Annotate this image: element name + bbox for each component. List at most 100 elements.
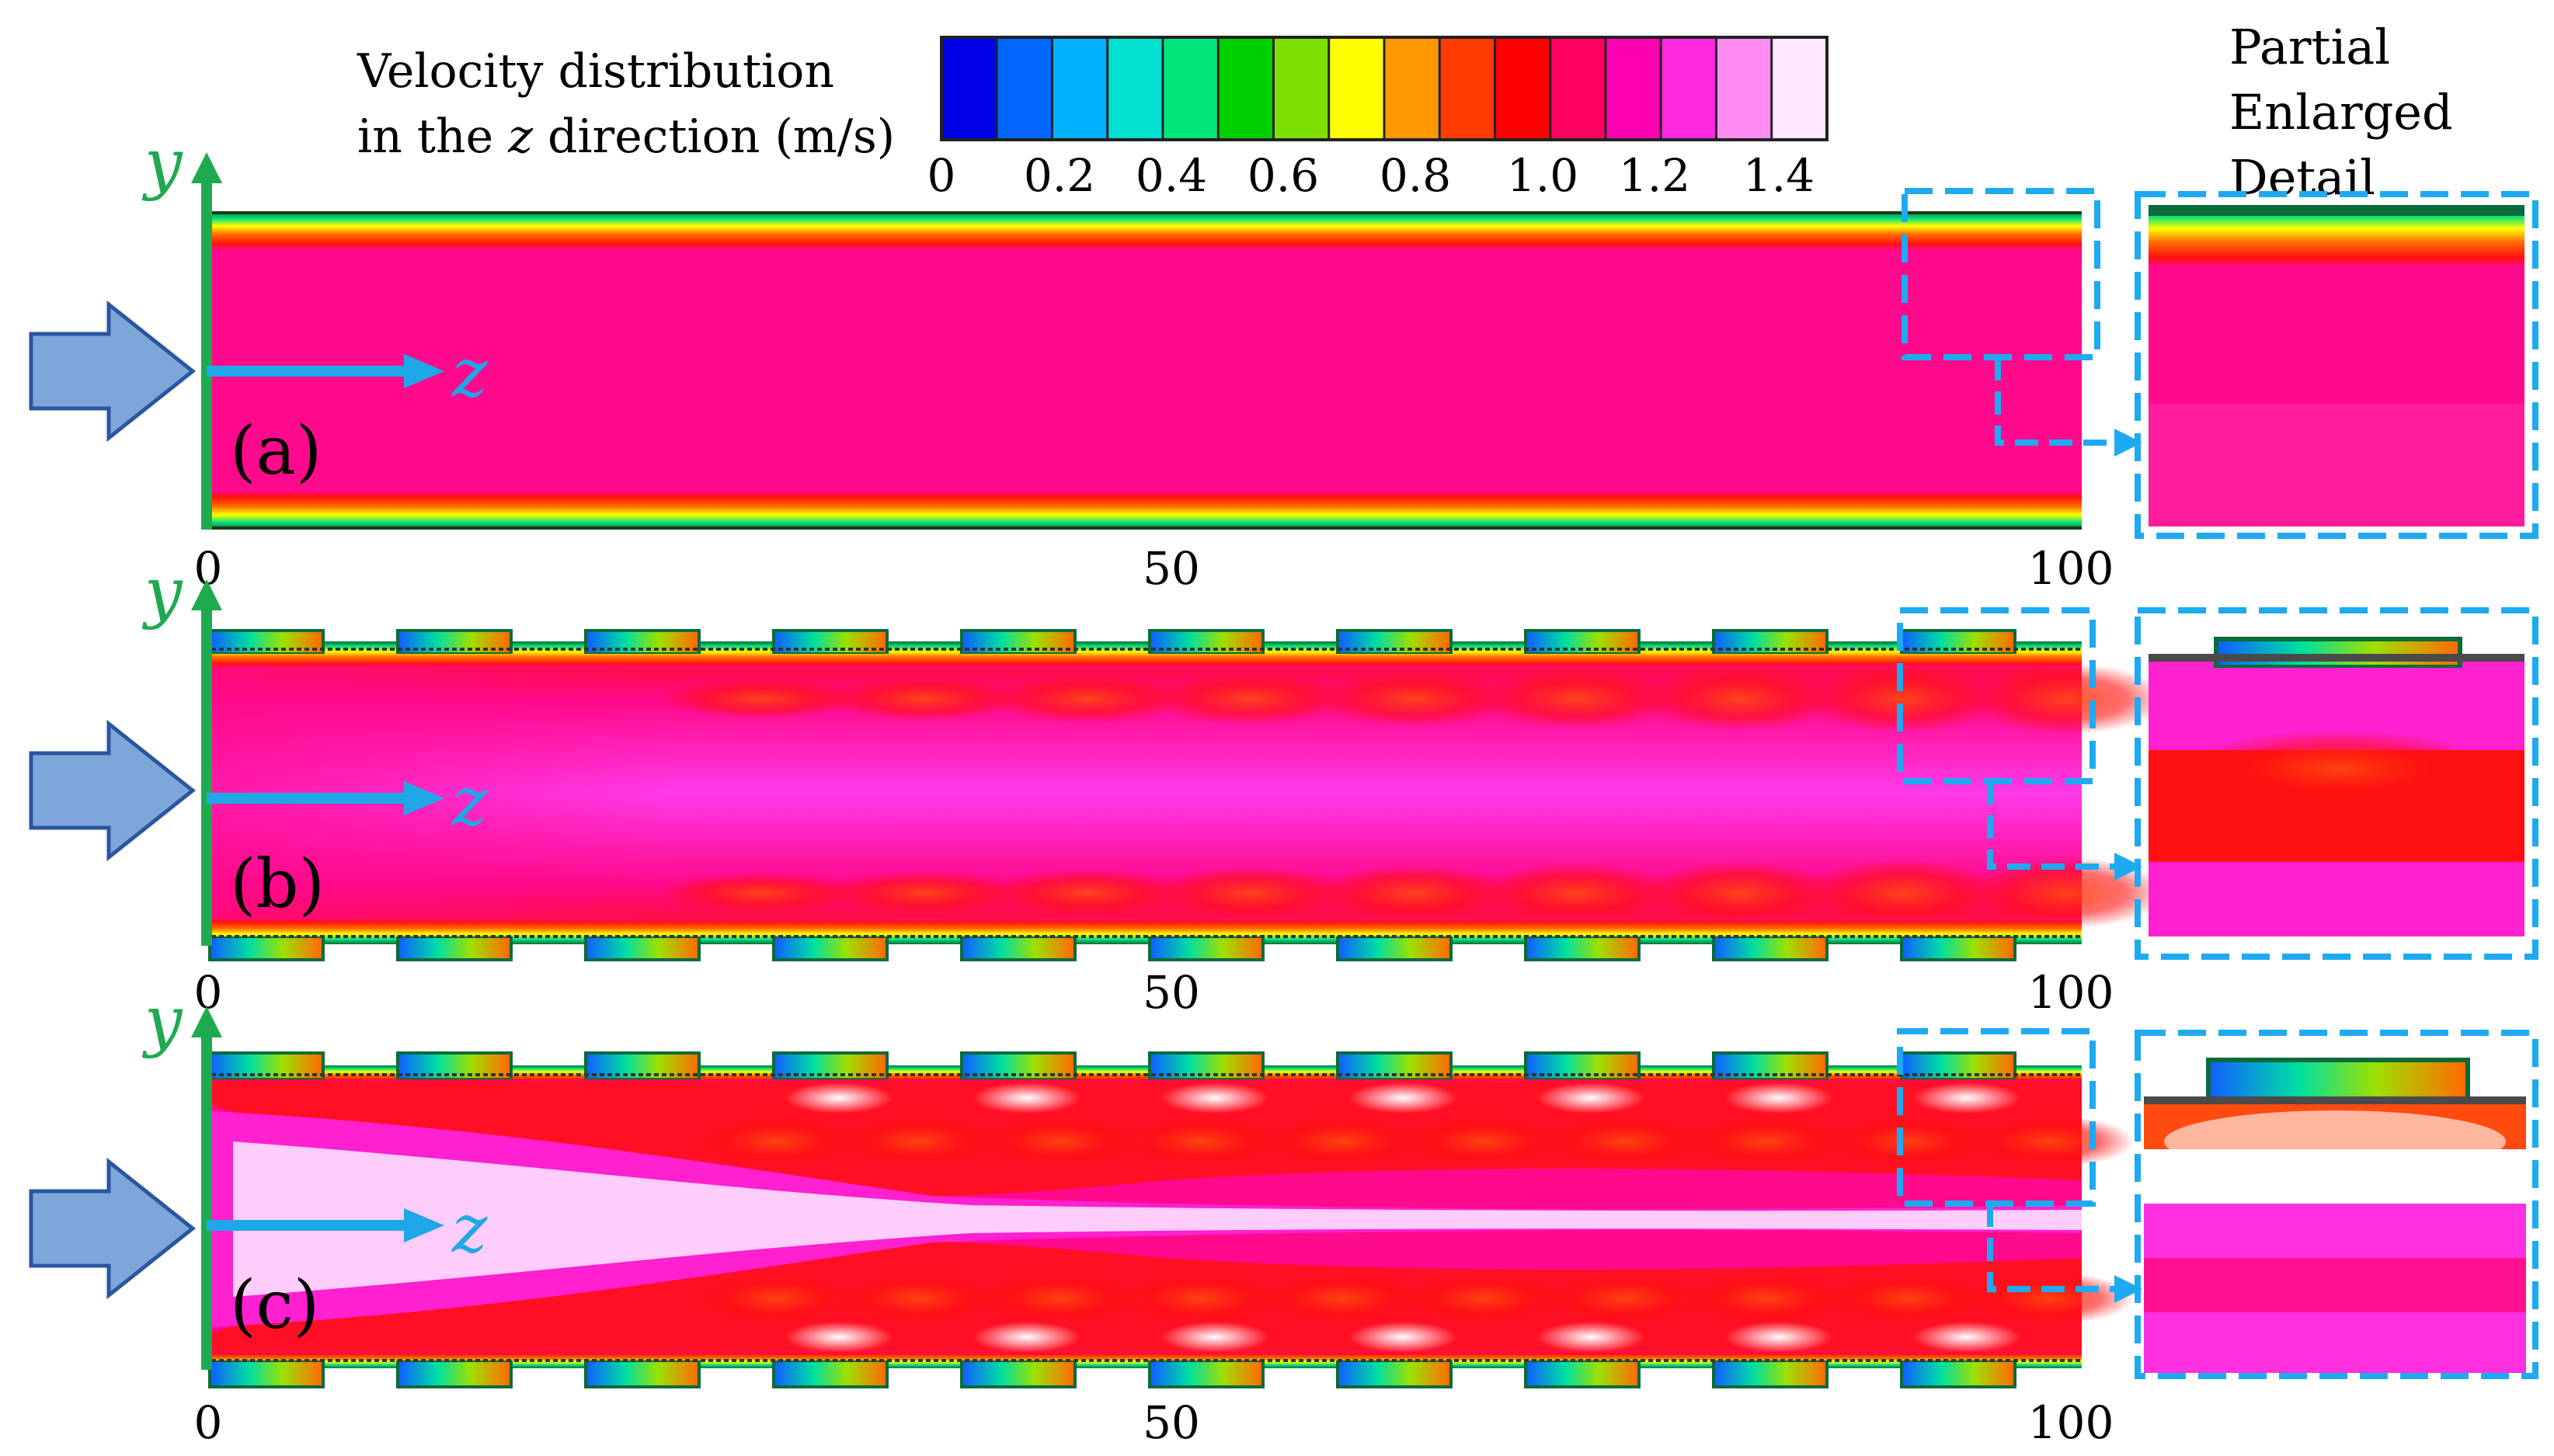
red-zone-top [1822,1115,1993,1168]
red-zone-top [1313,671,1515,727]
panel-c-tick-50: 50 [1143,1396,1200,1449]
panel-a-axes: y z [141,125,488,530]
panel-c-enlarged-detail [2144,1058,2526,1373]
red-zone-bottom [1639,861,1841,925]
groove-top-fill [963,1055,1073,1078]
panel-c: y z (c) 0 50 100 [29,982,2538,1449]
groove-bottom-fill [1339,1362,1449,1385]
panel-c-tick-0: 0 [194,1396,223,1449]
red-zone-bottom [691,1272,862,1325]
colorbar [940,36,1829,141]
white-zone-bottom [1724,1322,1833,1353]
groove-bottom-fill [587,938,698,958]
panel-b-axes: y z [141,554,488,946]
groove-bottom-fill [1903,938,2013,958]
groove-bottom-fill [587,1362,698,1385]
red-zone-bottom [974,1272,1145,1325]
colorbar-segment [1716,37,1773,140]
red-zone-top [823,676,1025,721]
red-zone-bottom [1964,1272,2135,1325]
groove-bottom-fill [963,938,1073,958]
panel-c-label: (c) [230,1267,319,1344]
groove-bottom-fill [1903,1362,2013,1385]
colorbar-segment [1550,37,1606,140]
red-zone-top [1965,663,2167,735]
red-zone-top [986,675,1188,723]
colorbar-tick-label: 0.6 [1247,149,1319,202]
colorbar-segment [941,37,997,140]
colorbar-segment [1218,37,1274,140]
groove-bottom-fill [1151,1362,1261,1385]
groove-bottom-fill [1715,938,1825,958]
groove-top-fill [775,632,886,652]
white-zone-bottom [1160,1322,1269,1353]
red-zone-top [1257,1115,1428,1168]
detail-label-line2: Enlarged [2229,84,2453,141]
white-zone-bottom [1536,1322,1645,1353]
red-zone-top [1639,667,1841,731]
panel-c-detail-box [1897,1028,2096,1207]
red-zone-top [1115,1115,1286,1168]
groove-top-fill [1903,632,2013,652]
panel-b-tick-100: 100 [2028,966,2114,1019]
white-zone-top [1724,1082,1833,1114]
colorbar-segment [1661,37,1717,140]
panel-b-grooves [204,629,2082,961]
panel-c-y-axis-label: y [141,982,183,1060]
groove-bottom-fill [211,1362,322,1385]
colorbar-tick-label: 0.2 [1024,149,1095,202]
red-zone-bottom [1681,1272,1852,1325]
colorbar-segment [1163,37,1219,140]
white-zone-top [1348,1082,1457,1114]
panel-a-inlet-arrow [29,300,197,443]
red-zone-top [1476,669,1678,729]
panel-c-z-axis-label: z [451,1190,488,1268]
colorbar-segment [1606,37,1661,140]
red-zone-bottom [1476,863,1678,923]
colorbar-segment [1494,37,1551,140]
panel-b-inlet-arrow [29,719,197,862]
panel-a-enlarged-detail [2149,205,2524,526]
panel-b-red-zones [660,663,2167,929]
red-zone-bottom [986,869,1188,917]
panel-b-detail-leader [1987,781,2121,870]
groove-bottom-fill [1527,938,1637,958]
groove-bottom-fill [1151,938,1261,958]
colorbar-segment [1439,37,1495,140]
colorbar-segment [1273,37,1330,140]
groove-bottom-fill [1527,1362,1637,1385]
colorbar-ticks: 0 0.2 0.4 0.6 0.8 1.0 1.2 1.4 [927,149,1815,202]
panel-a-channel [204,211,2082,530]
red-zone-bottom [1822,1272,1993,1325]
groove-top-fill [1903,1055,2013,1078]
panel-a-enlarged-frame [2135,191,2538,539]
panel-a-label: (a) [230,412,322,490]
groove-top-fill [1715,1055,1825,1078]
red-zone-top [1150,672,1352,725]
groove-top-fill [1715,632,1825,652]
colorbar-tick-label: 1.0 [1507,149,1578,202]
panel-a-tick-50: 50 [1143,542,1200,595]
colorbar-segment [1107,37,1164,140]
red-zone-bottom [1802,859,2004,927]
white-zone-top [1912,1082,2021,1114]
groove-bottom-fill [1339,938,1449,958]
groove-bottom-fill [399,1362,510,1385]
panel-c-channel [204,1051,2397,1388]
red-zone-bottom [1257,1272,1428,1325]
red-zone-top [1681,1115,1852,1168]
colorbar-segment [1384,37,1440,140]
detail-label: Partial Enlarged Detail [2229,19,2453,206]
panel-a: y z (a) 0 50 100 [29,125,2538,595]
red-zone-top [1540,1115,1710,1168]
groove-bottom-fill [963,1362,1073,1385]
colorbar-segment [1771,37,1828,140]
groove-top-fill [775,1055,886,1078]
colorbar-segment [1328,37,1385,140]
panel-b-enlarged-detail [2149,637,2524,936]
groove-bottom-fill [399,938,510,958]
red-zone-bottom [1540,1272,1710,1325]
red-zone-bottom [1398,1272,1569,1325]
colorbar-tick-label: 0 [927,149,956,202]
